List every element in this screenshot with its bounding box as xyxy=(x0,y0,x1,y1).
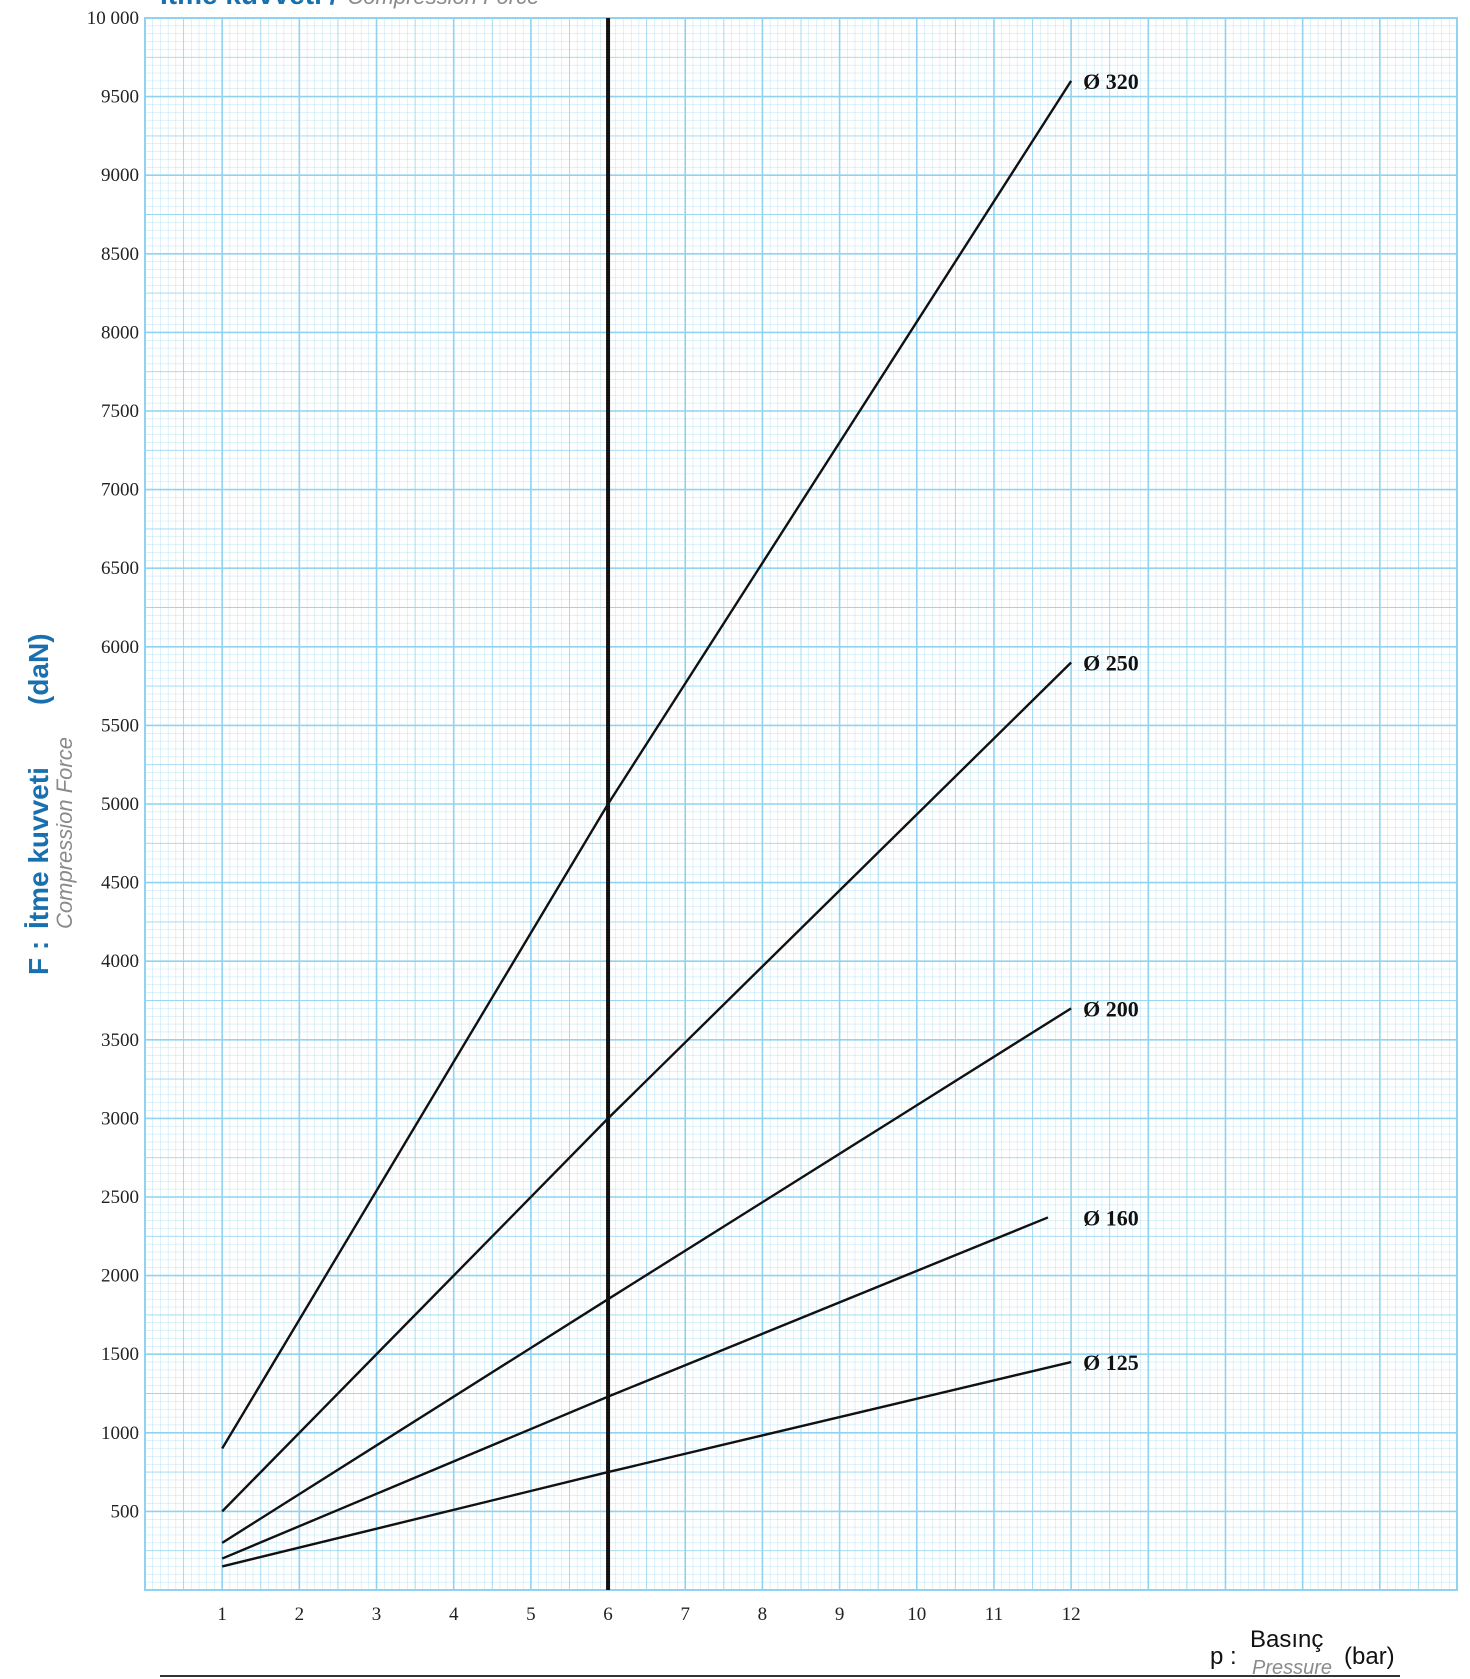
x-axis-label-sub: Pressure xyxy=(1252,1657,1332,1679)
y-tick-label: 8500 xyxy=(101,244,139,265)
y-tick-label: 6500 xyxy=(101,558,139,579)
y-tick-label: 2000 xyxy=(101,1266,139,1287)
x-axis-label-prefix: p : xyxy=(1210,1643,1237,1670)
y-tick-label: 4000 xyxy=(101,951,139,972)
y-tick-label: 4500 xyxy=(101,873,139,894)
y-axis-label-main: İtme kuvveti xyxy=(23,767,54,929)
series-labels: Ø 320 Ø 250 Ø 200 Ø 160 Ø 125 xyxy=(1083,69,1139,1375)
x-axis-label-main: Basınç xyxy=(1250,1626,1323,1653)
graph-paper-grid xyxy=(144,17,1458,1591)
y-tick-label: 10 000 xyxy=(87,8,139,29)
y-tick-label: 5000 xyxy=(101,794,139,815)
series-label: Ø 250 xyxy=(1083,651,1139,676)
y-tick-label: 2500 xyxy=(101,1187,139,1208)
y-axis-label-prefix: F : xyxy=(23,941,54,975)
x-tick-label: 3 xyxy=(372,1604,382,1625)
plot-frame xyxy=(144,17,1458,1591)
x-axis-label-unit: (bar) xyxy=(1344,1643,1395,1670)
y-axis-ticks: 500 1000 1500 2000 2500 3000 3500 4000 4500 5000 5… xyxy=(87,8,139,1522)
y-tick-label: 500 xyxy=(111,1501,140,1522)
x-axis-ticks: 1 2 3 4 5 6 7 8 9 10 11 12 xyxy=(217,1604,1080,1625)
y-tick-label: 3000 xyxy=(101,1108,139,1129)
y-tick-label: 6000 xyxy=(101,637,139,658)
y-axis-label-unit: (daN) xyxy=(23,633,54,705)
y-tick-label: 9500 xyxy=(101,87,139,108)
x-tick-label: 11 xyxy=(985,1604,1003,1625)
series-label: Ø 320 xyxy=(1083,69,1139,94)
y-tick-label: 7500 xyxy=(101,401,139,422)
series-label: Ø 160 xyxy=(1083,1205,1139,1230)
x-tick-label: 10 xyxy=(907,1604,926,1625)
x-tick-label: 5 xyxy=(526,1604,536,1625)
x-tick-label: 8 xyxy=(758,1604,768,1625)
y-axis-label-sub: Compression Force xyxy=(52,737,77,929)
x-tick-label: 12 xyxy=(1062,1604,1081,1625)
y-axis-label: F : İtme kuvveti Compression Force (daN) xyxy=(23,633,77,975)
y-tick-label: 9000 xyxy=(101,165,139,186)
y-tick-label: 1500 xyxy=(101,1344,139,1365)
x-tick-label: 6 xyxy=(603,1604,613,1625)
chart-title: İtme kuvveti / Compression Force xyxy=(160,0,539,10)
series-line xyxy=(221,1216,1049,1560)
x-tick-label: 4 xyxy=(449,1604,459,1625)
x-tick-label: 7 xyxy=(680,1604,690,1625)
x-tick-label: 9 xyxy=(835,1604,845,1625)
chart-title-main: İtme kuvveti / xyxy=(160,0,338,10)
y-tick-label: 5500 xyxy=(101,715,139,736)
y-tick-label: 1000 xyxy=(101,1423,139,1444)
y-tick-label: 3500 xyxy=(101,1030,139,1051)
x-tick-label: 1 xyxy=(217,1604,227,1625)
series-label: Ø 200 xyxy=(1083,996,1139,1021)
y-tick-label: 7000 xyxy=(101,480,139,501)
chart-title-sub: Compression Force xyxy=(347,0,539,9)
x-axis-label: p : Basınç Pressure (bar) xyxy=(1210,1626,1395,1679)
y-tick-label: 8000 xyxy=(101,322,139,343)
series-label: Ø 125 xyxy=(1083,1350,1139,1375)
x-tick-label: 2 xyxy=(295,1604,305,1625)
